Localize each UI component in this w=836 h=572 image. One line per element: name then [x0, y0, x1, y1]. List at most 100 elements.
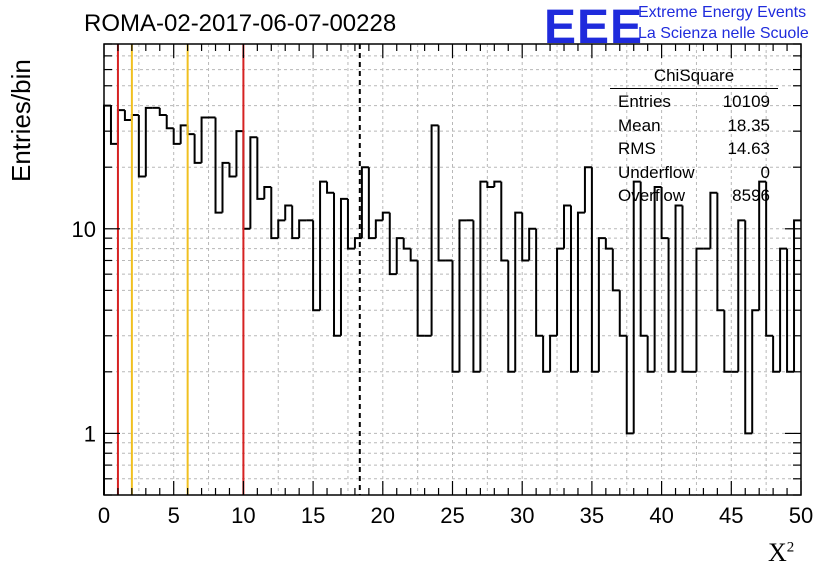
- x-tick-label: 25: [440, 503, 464, 528]
- histogram-bin: [472, 220, 481, 373]
- histogram-bin: [542, 335, 551, 373]
- histogram-bin: [632, 180, 641, 434]
- stats-label: RMS: [618, 139, 656, 158]
- histogram-bin: [388, 212, 397, 276]
- histogram-bin: [326, 181, 335, 194]
- histogram-bin: [137, 114, 146, 178]
- histogram-bin: [660, 187, 669, 240]
- histogram-bin: [556, 247, 565, 336]
- x-tick-label: 0: [98, 503, 110, 528]
- y-tick-label: 1: [84, 421, 96, 446]
- histogram-bin: [535, 228, 544, 337]
- tick-labels: 0 5 10 15 20 25 30 35 40 45 50 1 10: [72, 217, 814, 528]
- histogram-bin: [214, 117, 223, 214]
- histogram-bin: [235, 130, 244, 177]
- histogram-bin: [312, 220, 321, 312]
- histogram-bin: [353, 237, 362, 249]
- histogram-bin: [597, 237, 606, 372]
- histogram-bin: [765, 181, 774, 337]
- stats-label: Entries: [618, 92, 671, 111]
- histogram-bin: [367, 167, 376, 240]
- stats-title: ChiSquare: [610, 66, 778, 89]
- histogram-bin: [409, 248, 418, 262]
- chart-title: ROMA-02-2017-06-07-00228: [84, 10, 397, 37]
- histogram-bin: [737, 219, 746, 372]
- stats-value: 0: [760, 162, 770, 182]
- histogram-bin: [116, 109, 125, 144]
- histogram-bin: [221, 161, 230, 213]
- histogram-bin: [590, 167, 599, 373]
- stats-label: Mean: [618, 115, 661, 135]
- histogram-bin: [604, 238, 613, 250]
- histogram-bin: [130, 113, 139, 121]
- histogram-bin: [758, 180, 767, 311]
- histogram-bin: [639, 181, 648, 337]
- logo-line-1: Extreme Energy Events: [638, 4, 807, 21]
- histogram-bin: [277, 219, 286, 239]
- x-tick-label: 50: [789, 503, 813, 528]
- histogram-bin: [437, 125, 446, 262]
- histogram-bin: [779, 247, 788, 372]
- histogram-bin: [507, 260, 516, 373]
- histogram-bin: [360, 166, 369, 239]
- histogram-bin: [242, 131, 251, 230]
- histogram-bin: [249, 136, 258, 229]
- histogram-bin: [500, 181, 509, 262]
- histogram-bin: [291, 205, 300, 240]
- y-axis-label: Entries/bin: [6, 59, 36, 182]
- stats-row-mean: Mean 18.35: [610, 114, 778, 138]
- histogram-bin: [618, 290, 627, 337]
- histogram-bin: [430, 124, 439, 336]
- stats-label: Underflow: [618, 162, 695, 182]
- histogram-bin: [458, 219, 467, 372]
- histogram-bin: [402, 238, 411, 250]
- histogram-bin: [479, 180, 488, 372]
- logo-line-2: La Scienza nelle Scuole: [638, 25, 809, 42]
- histogram-bin: [186, 125, 195, 136]
- y-tick-label: 10: [72, 217, 96, 242]
- histogram-bin: [514, 211, 523, 372]
- histogram-bin: [109, 105, 118, 145]
- histogram-bin: [263, 186, 272, 199]
- histogram-bin: [270, 187, 279, 240]
- histogram-bin: [674, 204, 683, 372]
- x-tick-label: 5: [168, 503, 180, 528]
- histogram-bin: [786, 248, 795, 373]
- x-tick-label: 35: [580, 503, 604, 528]
- histogram-bin: [486, 181, 495, 189]
- histogram-bin: [179, 124, 188, 144]
- histogram-bin: [284, 204, 293, 221]
- x-tick-label: 45: [719, 503, 743, 528]
- histogram-bin: [569, 205, 578, 373]
- histogram-bin: [695, 247, 704, 372]
- histogram-bin: [667, 238, 676, 373]
- histogram-bin: [319, 180, 328, 311]
- histogram-bin: [681, 205, 690, 373]
- histogram-bin: [576, 211, 585, 372]
- histogram-bin: [200, 116, 209, 163]
- stats-value: 18.35: [727, 115, 770, 135]
- histogram-bin: [611, 248, 620, 292]
- histogram-bin: [549, 334, 558, 372]
- histogram-bin: [228, 162, 237, 178]
- histogram-bin: [716, 192, 725, 312]
- histogram-bin: [653, 186, 662, 372]
- stats-row-overflow: Overflow 8596: [610, 184, 778, 208]
- histogram-bin: [583, 166, 592, 213]
- axis-ticks: [103, 43, 802, 496]
- stats-row-underflow: Underflow 0: [610, 161, 778, 185]
- histogram-bin: [521, 212, 530, 262]
- x-axis-label: X2: [768, 538, 795, 567]
- stats-value: 8596: [732, 186, 770, 205]
- histogram-bin: [709, 191, 718, 249]
- histogram-bin: [395, 237, 404, 275]
- stats-value: 14.63: [727, 139, 770, 158]
- histogram-bin: [793, 219, 801, 372]
- histogram-bin: [751, 309, 760, 434]
- histogram-bin: [165, 114, 174, 130]
- histogram-bin: [723, 310, 732, 373]
- x-tick-label: 40: [649, 503, 673, 528]
- x-tick-label: 20: [371, 503, 395, 528]
- histogram-bin: [158, 107, 167, 116]
